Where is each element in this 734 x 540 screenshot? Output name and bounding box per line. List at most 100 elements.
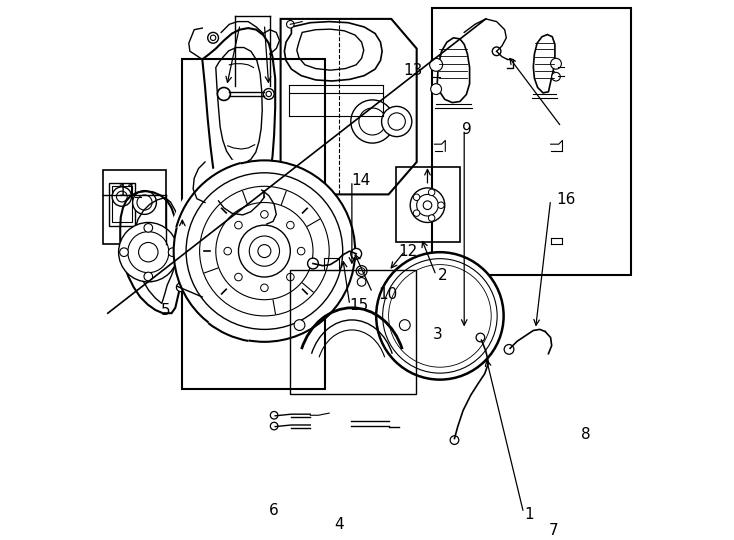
Text: 15: 15: [349, 298, 368, 313]
Circle shape: [235, 273, 242, 281]
Circle shape: [270, 411, 278, 419]
Circle shape: [351, 248, 362, 259]
Text: 13: 13: [403, 63, 423, 78]
Circle shape: [418, 294, 462, 338]
Text: 2: 2: [437, 268, 448, 283]
Circle shape: [186, 173, 343, 329]
Circle shape: [258, 245, 271, 258]
Circle shape: [410, 286, 470, 346]
Circle shape: [429, 305, 451, 327]
Circle shape: [357, 278, 366, 286]
Text: 12: 12: [398, 244, 417, 259]
Circle shape: [286, 21, 294, 28]
Circle shape: [550, 58, 562, 69]
Text: 9: 9: [462, 122, 472, 137]
Circle shape: [133, 191, 156, 214]
Bar: [291, 270, 415, 394]
Circle shape: [429, 189, 435, 195]
Circle shape: [424, 201, 432, 210]
Circle shape: [417, 194, 438, 216]
Circle shape: [474, 312, 483, 320]
Circle shape: [413, 210, 420, 217]
Circle shape: [286, 221, 294, 229]
Circle shape: [437, 202, 444, 208]
Circle shape: [382, 259, 497, 373]
Circle shape: [476, 333, 484, 342]
Circle shape: [264, 89, 274, 99]
Circle shape: [450, 436, 459, 444]
Circle shape: [176, 283, 185, 292]
Circle shape: [261, 211, 268, 218]
Circle shape: [359, 108, 386, 135]
Circle shape: [351, 100, 394, 143]
Circle shape: [211, 35, 216, 40]
Circle shape: [429, 215, 435, 221]
Circle shape: [294, 320, 305, 330]
Circle shape: [137, 195, 152, 210]
Circle shape: [388, 265, 491, 367]
Circle shape: [120, 248, 128, 256]
Circle shape: [429, 58, 443, 71]
Circle shape: [504, 345, 514, 354]
Circle shape: [128, 232, 169, 273]
Circle shape: [270, 422, 278, 430]
Text: 16: 16: [556, 192, 575, 207]
Text: 10: 10: [378, 287, 397, 302]
Bar: [396, 167, 460, 242]
Circle shape: [408, 284, 417, 293]
Circle shape: [552, 72, 560, 81]
Text: 3: 3: [432, 327, 442, 342]
Text: 5: 5: [161, 303, 171, 318]
Text: 7: 7: [548, 523, 558, 538]
Text: 1: 1: [524, 507, 534, 522]
Circle shape: [382, 106, 412, 137]
Circle shape: [117, 191, 127, 202]
Circle shape: [377, 252, 504, 380]
Circle shape: [168, 248, 177, 256]
Circle shape: [211, 187, 219, 196]
Circle shape: [216, 202, 313, 300]
Circle shape: [388, 113, 405, 130]
Circle shape: [408, 339, 417, 348]
Circle shape: [250, 236, 280, 266]
Bar: [432, 8, 631, 275]
Circle shape: [217, 87, 230, 100]
Circle shape: [119, 222, 178, 282]
Circle shape: [235, 221, 242, 229]
Bar: [112, 186, 131, 222]
Text: 4: 4: [334, 517, 344, 532]
Circle shape: [261, 284, 268, 292]
Circle shape: [297, 247, 305, 255]
Circle shape: [356, 266, 367, 276]
Text: 14: 14: [351, 173, 370, 188]
Bar: [103, 170, 166, 244]
Circle shape: [493, 47, 501, 56]
Circle shape: [239, 225, 291, 277]
Circle shape: [308, 258, 319, 269]
Circle shape: [266, 91, 272, 97]
Circle shape: [463, 284, 472, 293]
Circle shape: [139, 242, 158, 262]
Circle shape: [413, 194, 420, 200]
Circle shape: [435, 273, 444, 281]
Circle shape: [286, 273, 294, 281]
Circle shape: [144, 224, 153, 232]
Bar: [109, 183, 135, 226]
Circle shape: [463, 339, 472, 348]
Text: 8: 8: [581, 427, 591, 442]
Circle shape: [435, 350, 444, 359]
Circle shape: [410, 188, 445, 222]
Circle shape: [144, 272, 153, 281]
Circle shape: [358, 268, 365, 274]
Bar: [182, 59, 325, 389]
Text: 6: 6: [269, 503, 279, 518]
Circle shape: [200, 186, 330, 316]
Circle shape: [208, 32, 219, 43]
Circle shape: [174, 160, 355, 342]
Circle shape: [224, 247, 231, 255]
Circle shape: [202, 295, 208, 301]
Circle shape: [431, 84, 442, 94]
Circle shape: [112, 187, 131, 206]
Text: 11: 11: [117, 184, 137, 199]
Circle shape: [396, 312, 405, 320]
